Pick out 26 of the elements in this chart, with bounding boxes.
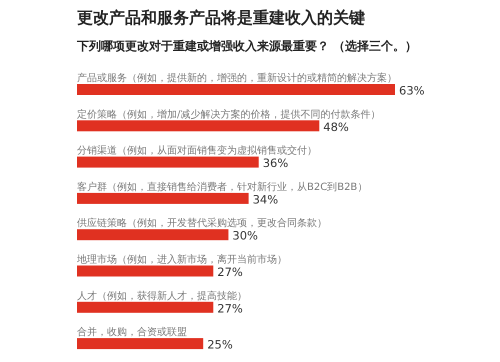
bar xyxy=(77,338,204,350)
y-tick-label: 地理市场（例如，进入新市场，离开当前市场） xyxy=(76,254,287,266)
bar xyxy=(77,120,320,132)
y-tick-label: 产品或服务（例如，提供新的，增强的，重新设计的或精简的解决方案） xyxy=(77,72,397,84)
data-label: 27% xyxy=(217,265,243,279)
y-tick-label: 合并，收购，合资或联盟 xyxy=(77,326,187,338)
chart-subtitle: 下列哪项更改对于重建或增强收入来源最重要？ （选择三个。） xyxy=(76,39,418,53)
y-tick-label: 人才（例如，获得新人才，提高技能） xyxy=(77,290,247,302)
bar xyxy=(77,302,214,313)
data-label: 27% xyxy=(217,301,243,316)
data-label: 25% xyxy=(207,338,233,352)
bar xyxy=(77,192,249,204)
y-tick-label: 分销渠道（例如，从面对面销售变为虚拟销售或交付） xyxy=(77,144,317,157)
data-label: 63% xyxy=(399,84,425,98)
bar xyxy=(77,84,395,95)
data-label: 34% xyxy=(252,192,278,206)
y-tick-label: 定价策略（例如，增加/减少解决方案的价格，提供不同的付款条件） xyxy=(77,108,380,120)
data-label: 36% xyxy=(262,156,288,170)
y-tick-label: 客户群（例如，直接销售给消费者，针对新行业，从B2C到B2B） xyxy=(77,180,368,193)
chart-title: 更改产品和服务产品将是重建收入的关键 xyxy=(77,8,365,27)
data-label: 30% xyxy=(232,228,258,243)
bar xyxy=(77,266,214,276)
data-label: 48% xyxy=(323,120,349,134)
y-tick-label: 供应链策略（例如，开发替代采购选项，更改合同条款） xyxy=(77,217,327,230)
bar xyxy=(77,156,259,168)
bar xyxy=(77,229,228,240)
